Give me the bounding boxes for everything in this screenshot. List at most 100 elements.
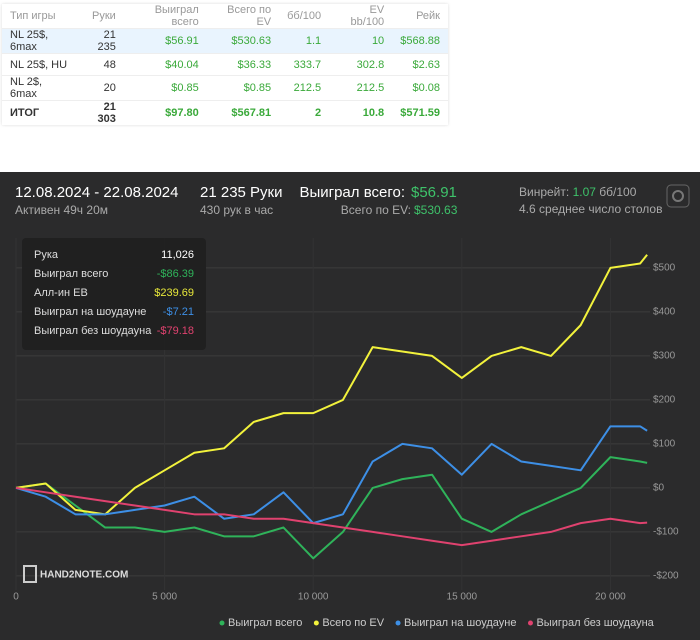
hand-rate: 430 рук в час [200,203,273,217]
legend-marker [313,620,319,626]
tooltip-rows: Рука 11,026 Выиграл всего -$86.39 Алл-ин ЕВ $… [34,249,194,337]
tooltip [22,238,206,350]
series-line [15,486,648,547]
table-cell: $530.63 [206,28,280,54]
table-cell: 302.8 [329,53,393,76]
ev-value: $530.63 [414,203,458,217]
tooltip-value: 11,026 [161,249,194,261]
active-time: Активен 49ч 20м [15,203,108,217]
series-line [15,456,648,560]
tooltip-label: Выиграл всего [34,268,108,280]
legend-label[interactable]: Выиграл всего [228,617,302,629]
table-cell: 21 235 [76,28,124,54]
header-cell: бб/100 [287,10,322,22]
y-tick-label: -$200 [653,571,679,582]
table-cell: 10 [329,28,393,54]
x-tick-label: 5 000 [152,592,177,603]
legend-label[interactable]: Выиграл без шоудауна [536,617,654,629]
header-cell: Руки [92,10,116,22]
table-cell: $568.88 [392,28,448,54]
table-row[interactable]: NL 25$, HU 48 $40.04 $36.33 333.7 302.8 $2.63 [2,53,448,76]
legend-marker [219,620,225,626]
tooltip-value: -$86.39 [157,268,194,280]
tooltip-value: $239.69 [154,287,194,299]
table-cell: ИТОГ [2,100,77,125]
table-row[interactable]: ИТОГ 21 303 $97.80 $567.81 2 10.8 $571.59 [2,100,448,125]
table-cell: $56.91 [123,28,207,54]
table-cell: $2.63 [392,53,448,76]
table-cell: 212.5 [279,75,330,101]
y-tick-label: -$100 [653,527,679,538]
table-cell: 48 [76,53,124,76]
x-tick-label: 10 000 [298,592,329,603]
table-cell: $97.80 [123,100,207,125]
table-cell: NL 25$, 6max [2,28,77,54]
table-cell: 21 303 [76,100,124,125]
date-range: 12.08.2024 - 22.08.2024 [15,184,178,201]
y-tick-label: $100 [653,439,676,450]
series-line [15,425,648,525]
hands: 21 235 Руки [200,184,283,201]
winrate: Винрейт: 1.07 бб/100 [519,185,637,199]
table-cell: $571.59 [392,100,448,125]
tooltip-label: Алл-ин ЕВ [34,287,88,299]
tooltip-value: -$7.21 [163,306,194,318]
table-cell: 212.5 [329,75,393,101]
header-cell: EV bb/100 [350,4,385,28]
logo: HAND2NOTE.COM [40,570,128,581]
header-row: Тип игры Руки Выиграл всего Всего по EV бб/1… [2,4,448,29]
table-cell: 10.8 [329,100,393,125]
won-label: Выиграл всего: [299,184,405,201]
table-cell: $36.33 [206,53,280,76]
chart: 12.08.2024 - 22.08.2024 Активен 49ч 20м … [13,184,690,629]
tooltip-label: Выиграл без шоудауна [34,325,152,337]
graph-panel: 12.08.2024 - 22.08.2024 Активен 49ч 20м … [0,172,700,640]
winrate-value: 1.07 [573,185,597,199]
table-cell: 333.7 [279,53,330,76]
y-tick-label: $300 [653,351,676,362]
table-cell: $567.81 [206,100,280,125]
header-cell: Выиграл всего [154,4,199,28]
settings-button[interactable] [666,184,690,208]
series-line [15,254,648,516]
legend-label[interactable]: Всего по EV [322,617,384,629]
header-cell: Тип игры [10,10,56,22]
table-cell: NL 2$, 6max [2,75,77,101]
table-cell: $40.04 [123,53,207,76]
x-tick-label: 0 [13,592,19,603]
tooltip-label: Рука [34,249,59,261]
y-tick-label: $200 [653,395,676,406]
settings-icon [672,190,684,202]
table-cell: $0.08 [392,75,448,101]
table-cell: 2 [279,100,330,125]
tooltip-value: -$79.18 [157,325,194,337]
table-row[interactable]: NL 25$, 6max 21 235 $56.91 $530.63 1.1 10 $568… [2,28,448,54]
y-tick-label: $500 [653,263,676,274]
winrate-label: Винрейт: [519,185,569,199]
table-cell: 1.1 [279,28,330,54]
y-tick-label: $400 [653,307,676,318]
x-tick-label: 15 000 [447,592,478,603]
ev-label: Всего по EV: [341,203,411,217]
table-cell: 20 [76,75,124,101]
tables-average: 4.6 среднее число столов [519,202,662,216]
table-cell: $0.85 [206,75,280,101]
header-cell: Рейк [416,10,440,22]
stats-table: Тип игры Руки Выиграл всего Всего по EV бб/1… [2,4,448,125]
winrate-unit: бб/100 [599,185,636,199]
legend: Выиграл всего Всего по EV Выиграл на шоуда… [219,617,655,629]
header-cell: Всего по EV [227,4,272,28]
x-tick-label: 20 000 [595,592,626,603]
legend-marker [395,620,401,626]
logo-icon [23,565,37,583]
table-cell: NL 25$, HU [2,53,77,76]
legend-marker [527,620,533,626]
tooltip-label: Выиграл на шоудауне [34,306,146,318]
table-row[interactable]: NL 2$, 6max 20 $0.85 $0.85 212.5 212.5 $0.08 [2,75,448,101]
won-value: $56.91 [411,184,457,201]
lines [15,254,648,560]
table-cell: $0.85 [123,75,207,101]
legend-label[interactable]: Выиграл на шоудауне [404,617,516,629]
y-tick-label: $0 [653,483,665,494]
